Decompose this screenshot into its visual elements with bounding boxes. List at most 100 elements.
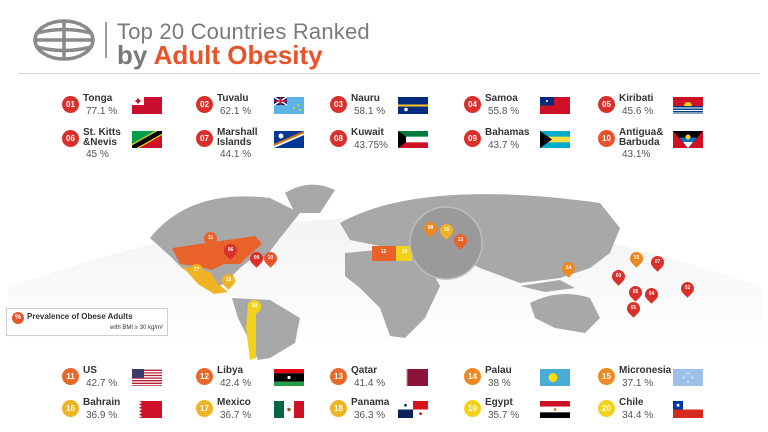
country-name: Qatar: [351, 365, 378, 376]
rank-badge: 14: [464, 368, 481, 385]
country-card: 12 Libya 42.4 %: [196, 366, 326, 406]
map-pin-06[interactable]: 06: [221, 241, 240, 260]
flag-icon: [132, 131, 162, 148]
obesity-value: 36.9 %: [86, 410, 118, 421]
country-name: Marshall Islands: [217, 127, 258, 148]
legend-subtitle: with BMI ≥ 30 kg/m²: [110, 325, 163, 331]
flag-icon: [673, 369, 703, 386]
country-name: Nauru: [351, 93, 380, 104]
rank-badge: 02: [196, 96, 213, 113]
title-line-1: Top 20 Countries Ranked: [117, 19, 370, 44]
flag-icon: [132, 369, 162, 386]
country-name: Bahamas: [485, 127, 530, 138]
rank-badge: 09: [464, 130, 481, 147]
country-card: 14 Palau 38 %: [464, 366, 594, 406]
country-name: Egypt: [485, 397, 513, 408]
obesity-value: 55.8 %: [488, 106, 520, 117]
country-card: 18 Panama 36.3 %: [330, 398, 460, 432]
world-map: 11 06 09 10 17 18 20 12 19 08 16 13 14 1…: [0, 168, 768, 360]
flag-icon: [274, 131, 304, 148]
country-name: Antigua& Barbuda: [619, 127, 664, 148]
rank-badge: 08: [330, 130, 347, 147]
country-name: Panama: [351, 397, 390, 408]
map-pin-04[interactable]: 04: [642, 285, 661, 304]
country-name: St. Kitts &Nevis: [83, 127, 121, 148]
country-card: 20 Chile 34.4 %: [598, 398, 728, 432]
flag-icon: [398, 131, 428, 148]
map-pin-01[interactable]: 01: [624, 299, 643, 318]
map-pin-15[interactable]: 15: [627, 249, 646, 268]
flag-icon: [540, 97, 570, 114]
obesity-value: 43.7 %: [488, 140, 520, 151]
country-name: Micronesia: [619, 365, 672, 376]
obesity-value: 36.7 %: [220, 410, 252, 421]
country-card: 04 Samoa 55.8 %: [464, 94, 594, 134]
country-name: Samoa: [485, 93, 518, 104]
country-card: 06 St. Kitts &Nevis 45 %: [62, 128, 192, 168]
map-pin-13[interactable]: 13: [451, 231, 470, 250]
flag-icon: [274, 369, 304, 386]
country-card: 03 Nauru 58.1 %: [330, 94, 460, 134]
map-pin-07[interactable]: 07: [648, 253, 667, 272]
flag-icon: [132, 97, 162, 114]
map-pin-08[interactable]: 08: [421, 219, 440, 238]
country-card: 13 Qatar 41.4 %: [330, 366, 460, 406]
map-pin-03[interactable]: 03: [609, 267, 628, 286]
rank-badge: 01: [62, 96, 79, 113]
country-card: 02 Tuvalu 62.1 %: [196, 94, 326, 134]
rank-badge: 06: [62, 130, 79, 147]
rank-badge: 17: [196, 400, 213, 417]
country-card: 10 Antigua& Barbuda 43.1%: [598, 128, 728, 168]
country-card: 05 Kiribati 45.6 %: [598, 94, 728, 134]
rank-badge: 19: [464, 400, 481, 417]
country-card: 07 Marshall Islands 44.1 %: [196, 128, 326, 168]
obesity-value: 58.1 %: [354, 106, 386, 117]
globe-icon: [33, 19, 95, 61]
australia: [530, 294, 600, 333]
country-name: Palau: [485, 365, 512, 376]
rank-badge: 10: [598, 130, 615, 147]
map-pin-16[interactable]: 16: [437, 221, 456, 240]
country-name: Tonga: [83, 93, 113, 104]
map-pin-18[interactable]: 18: [219, 271, 238, 290]
rank-badge: 13: [330, 368, 347, 385]
map-pin-05[interactable]: 05: [626, 283, 645, 302]
obesity-value: 43.1%: [622, 149, 651, 160]
flag-icon: [398, 97, 428, 114]
map-legend: % Prevalence of Obese Adults with BMI ≥ …: [6, 308, 168, 336]
map-pin-17[interactable]: 17: [187, 261, 206, 280]
rank-badge: 04: [464, 96, 481, 113]
country-name: US: [83, 365, 97, 376]
flag-icon: [274, 401, 304, 418]
flag-icon: [540, 131, 570, 148]
flag-icon: [673, 401, 703, 418]
country-card: 19 Egypt 35.7 %: [464, 398, 594, 432]
country-card: 15 Micronesia 37.1 %: [598, 366, 728, 406]
country-card: 08 Kuwait 43.75%: [330, 128, 460, 168]
map-pin-12[interactable]: 12: [374, 243, 393, 262]
rank-badge: 07: [196, 130, 213, 147]
flag-icon: [540, 369, 570, 386]
flag-icon: [398, 401, 428, 418]
rank-badge: 15: [598, 368, 615, 385]
obesity-value: 41.4 %: [354, 378, 386, 389]
map-pin-14[interactable]: 14: [559, 259, 578, 278]
rank-badge: 03: [330, 96, 347, 113]
country-name: Tuvalu: [217, 93, 249, 104]
map-pin-11[interactable]: 11: [201, 229, 220, 248]
obesity-value: 77.1 %: [86, 106, 118, 117]
rank-badge: 20: [598, 400, 615, 417]
map-pin-20[interactable]: 20: [245, 297, 264, 316]
rank-badge: 12: [196, 368, 213, 385]
country-name: Libya: [217, 365, 244, 376]
obesity-value: 42.4 %: [220, 378, 252, 389]
obesity-value: 45 %: [86, 149, 109, 160]
map-pin-19[interactable]: 19: [395, 243, 414, 262]
map-pin-10[interactable]: 10: [261, 249, 280, 268]
title-prefix: by: [117, 40, 154, 70]
map-pin-02[interactable]: 02: [678, 279, 697, 298]
obesity-value: 38 %: [488, 378, 511, 389]
obesity-value: 36.3 %: [354, 410, 386, 421]
obesity-value: 34.4 %: [622, 410, 654, 421]
rank-badge: 18: [330, 400, 347, 417]
